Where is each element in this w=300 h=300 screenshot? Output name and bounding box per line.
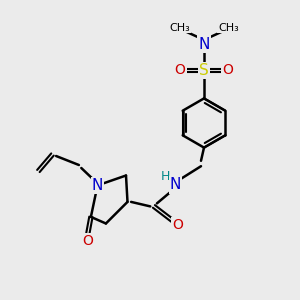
- Text: S: S: [199, 63, 209, 78]
- Text: O: O: [223, 64, 233, 77]
- Text: CH₃: CH₃: [218, 22, 239, 33]
- Text: N: N: [92, 178, 103, 193]
- Text: O: O: [172, 218, 183, 232]
- Text: CH₃: CH₃: [169, 22, 190, 33]
- Text: O: O: [175, 64, 185, 77]
- Text: N: N: [170, 177, 181, 192]
- Text: N: N: [198, 37, 210, 52]
- Text: H: H: [161, 170, 171, 183]
- Text: O: O: [82, 235, 93, 248]
